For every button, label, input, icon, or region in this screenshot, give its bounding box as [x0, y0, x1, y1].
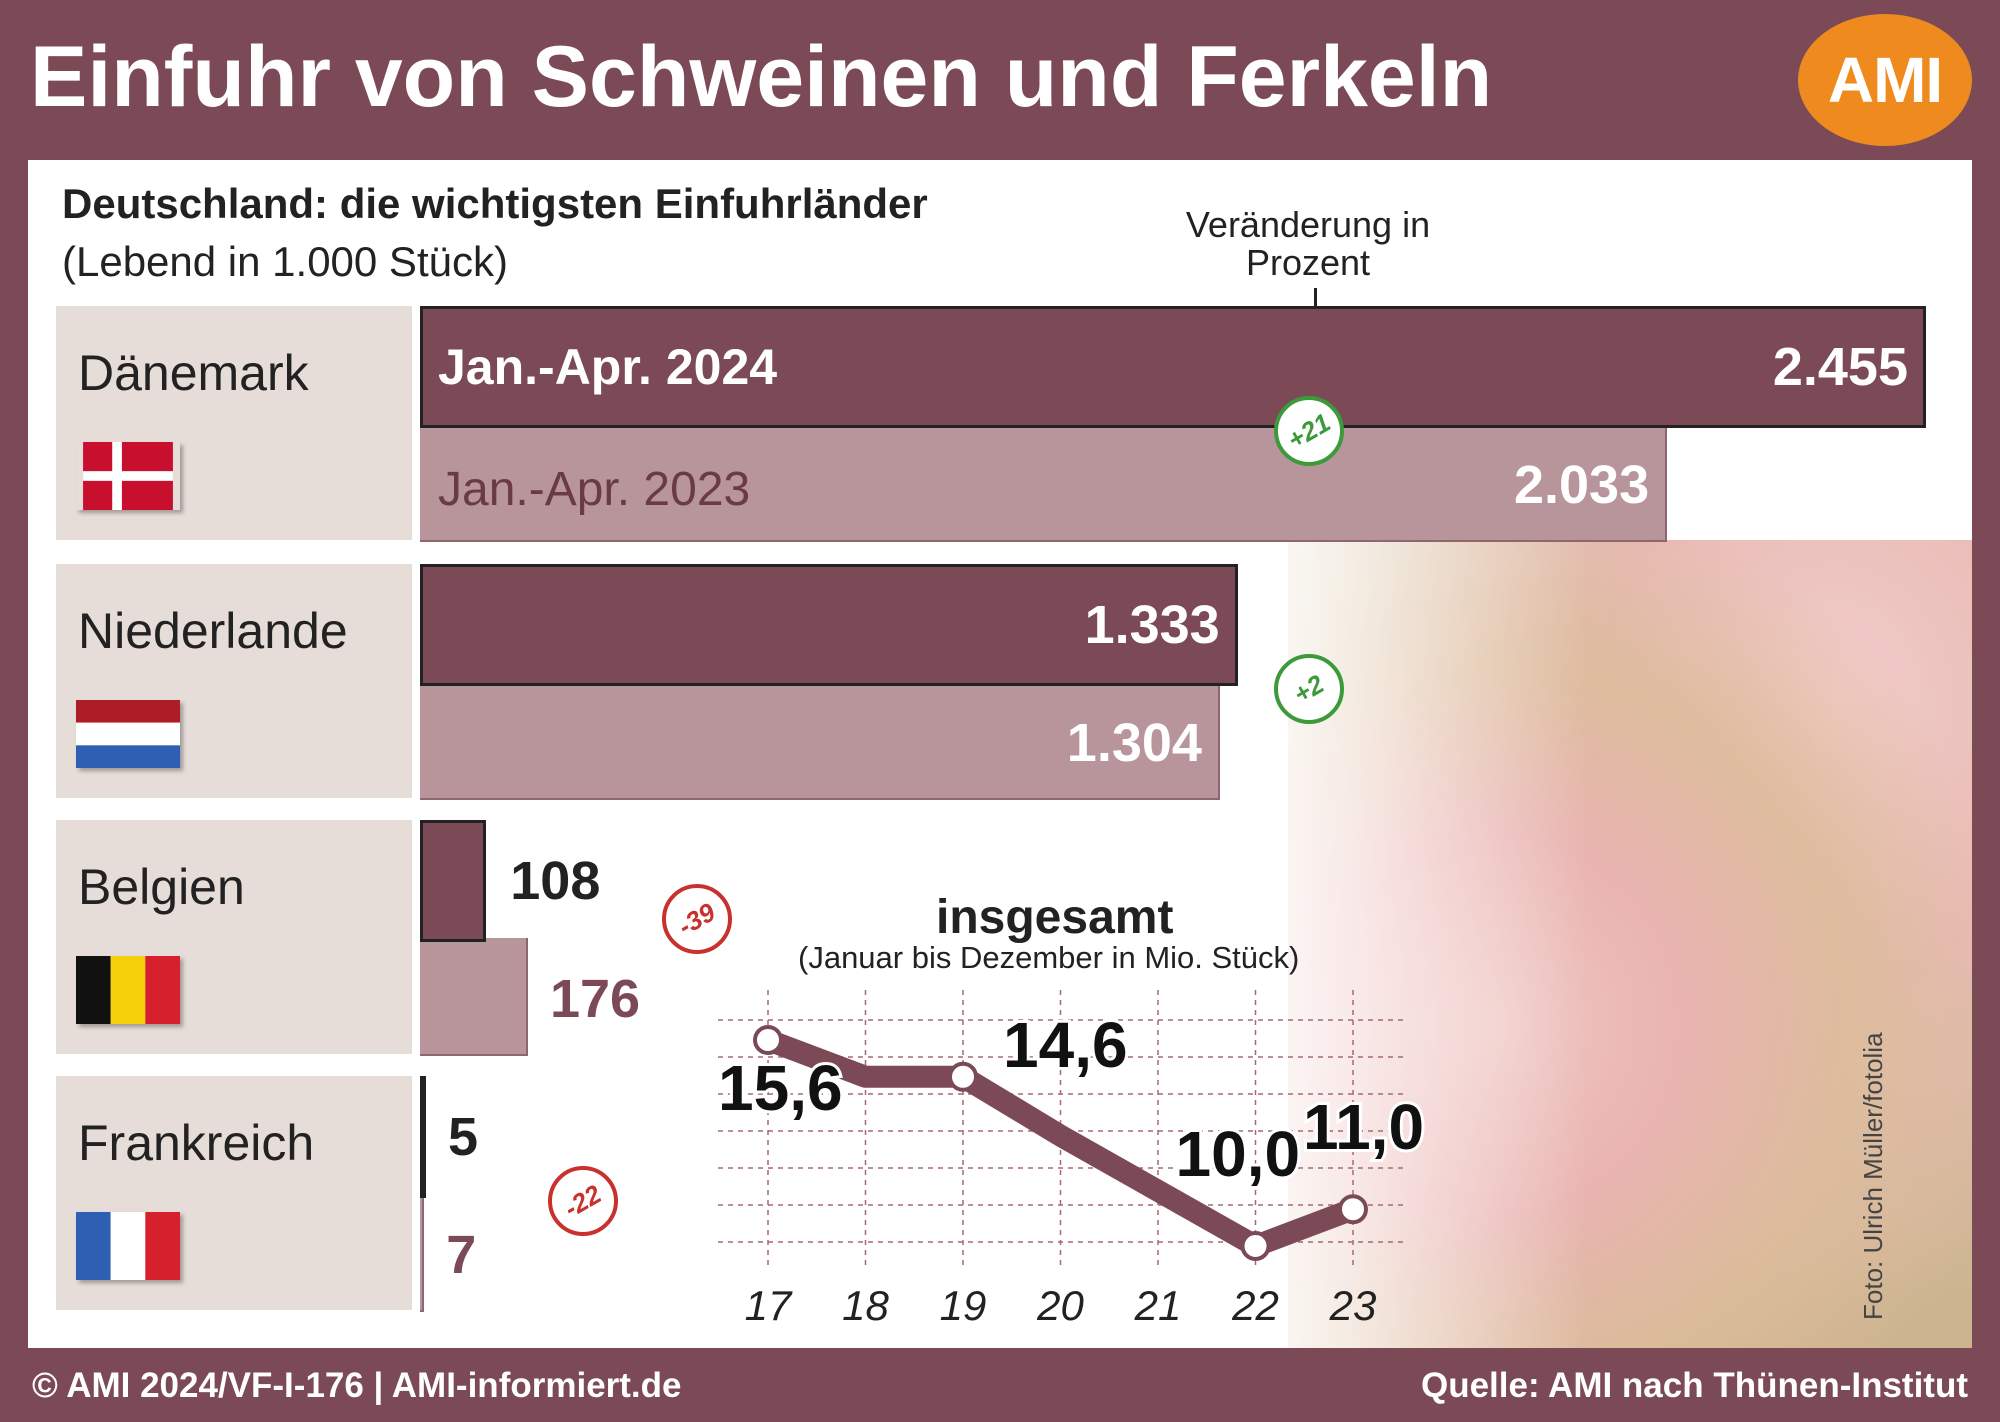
value-label-2024-frankreich: 5: [448, 1107, 479, 1167]
x-tick-label: 17: [745, 1282, 793, 1329]
country-name: Dänemark: [78, 345, 309, 401]
value-label-2023-belgien: 176: [549, 969, 641, 1029]
value-label-2024-niederlande: 1.333: [1084, 595, 1220, 655]
france-flag-icon: [76, 1212, 180, 1280]
bar-2023-daenemark: [420, 424, 1668, 542]
change-badge-niederlande: +2: [1274, 654, 1344, 724]
bar-2023-niederlande: [420, 682, 1220, 800]
netherlands-flag-icon: [76, 700, 180, 768]
bar-2023-belgien: [420, 938, 528, 1056]
photo-credit: Foto: Ulrich Müller/fotolia: [1858, 1032, 1888, 1320]
change-badge-daenemark: +21: [1274, 396, 1344, 466]
series-label-2024: Jan.-Apr. 2024: [438, 339, 778, 395]
change-value: -39: [672, 896, 721, 941]
x-tick-label: 21: [1134, 1282, 1182, 1329]
page-title: Einfuhr von Schweinen und Ferkeln: [30, 29, 1493, 125]
belgium-flag-icon: [76, 956, 180, 1024]
change-value: +2: [1288, 668, 1330, 709]
change-badge-frankreich: -22: [548, 1166, 618, 1236]
data-point-19: [948, 1061, 978, 1092]
footer-source: Quelle: AMI nach Thünen-Institut: [1420, 1366, 1968, 1405]
bar-2024-niederlande: [420, 564, 1238, 686]
data-point-17: [753, 1025, 783, 1055]
value-label-2023-niederlande: 1.304: [1066, 713, 1202, 773]
bar-2024-belgien: [420, 820, 487, 942]
logo-text: AMI: [1827, 44, 1943, 116]
x-tick-label: 20: [1036, 1282, 1084, 1329]
chart-unit: (Lebend in 1.000 Stück): [62, 238, 508, 285]
chart-title: Deutschland: die wichtigsten Einfuhrländ…: [62, 180, 928, 227]
photo-fade: [1228, 520, 1588, 1348]
bar-2024-daenemark: [420, 306, 1926, 428]
country-box-niederlande: Niederlande: [56, 564, 412, 798]
country-box-belgien: Belgien: [56, 820, 412, 1054]
country-name: Frankreich: [78, 1115, 315, 1171]
value-label-2023-daenemark: 2.033: [1513, 455, 1650, 515]
country-name: Belgien: [78, 859, 245, 915]
change-value: +21: [1282, 406, 1336, 455]
change-value: -22: [558, 1178, 607, 1223]
line-chart-title: insgesamt: [936, 891, 1174, 944]
denmark-flag-icon: [83, 442, 173, 510]
data-label-19: 14,6: [1003, 1009, 1128, 1081]
value-label-2024-daenemark: 2.455: [1772, 337, 1908, 397]
x-tick-label: 19: [940, 1282, 987, 1329]
footer-copyright: © AMI 2024/VF-I-176 | AMI-informiert.de: [32, 1366, 682, 1405]
country-name: Niederlande: [78, 603, 348, 659]
chart-panel: Deutschland: die wichtigsten Einfuhrländ…: [28, 160, 1972, 1348]
change-annotation: Veränderung in Prozent: [1185, 204, 1431, 283]
bar-2024-frankreich: [420, 1076, 426, 1198]
bar-2023-frankreich: [420, 1194, 425, 1312]
value-label-2023-frankreich: 7: [446, 1225, 477, 1285]
data-label-17: 15,6: [718, 1052, 843, 1124]
change-badge-belgien: -39: [662, 884, 732, 954]
country-box-frankreich: Frankreich: [56, 1076, 412, 1310]
series-label-2023: Jan.-Apr. 2023: [438, 463, 751, 516]
x-tick-label: 18: [842, 1282, 889, 1329]
ami-logo: AMI: [1798, 14, 1972, 146]
value-label-2024-belgien: 108: [510, 851, 601, 911]
line-chart-subtitle: (Januar bis Dezember in Mio. Stück): [798, 940, 1300, 975]
country-box-daenemark: Dänemark: [56, 306, 412, 540]
